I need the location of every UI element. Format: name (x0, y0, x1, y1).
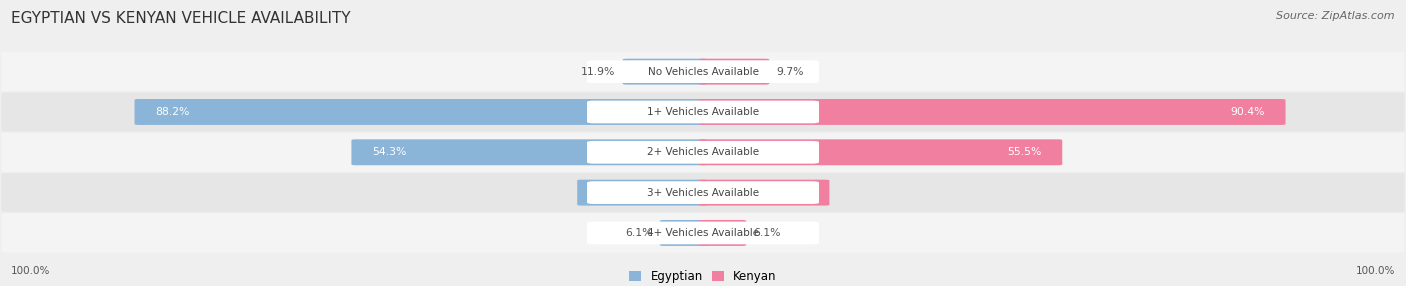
Text: 3+ Vehicles Available: 3+ Vehicles Available (647, 188, 759, 198)
FancyBboxPatch shape (1, 213, 1405, 253)
Text: Source: ZipAtlas.com: Source: ZipAtlas.com (1277, 11, 1395, 21)
FancyBboxPatch shape (623, 59, 707, 85)
Text: 88.2%: 88.2% (156, 107, 190, 117)
FancyBboxPatch shape (588, 222, 818, 244)
FancyBboxPatch shape (588, 101, 818, 123)
FancyBboxPatch shape (1, 173, 1405, 212)
Text: No Vehicles Available: No Vehicles Available (648, 67, 758, 77)
Text: 4+ Vehicles Available: 4+ Vehicles Available (647, 228, 759, 238)
FancyBboxPatch shape (1, 52, 1405, 91)
Text: 11.9%: 11.9% (581, 67, 616, 77)
FancyBboxPatch shape (659, 220, 707, 246)
Text: 55.5%: 55.5% (1007, 147, 1042, 157)
Text: 54.3%: 54.3% (373, 147, 406, 157)
FancyBboxPatch shape (699, 180, 830, 206)
FancyBboxPatch shape (352, 139, 707, 165)
Text: 1+ Vehicles Available: 1+ Vehicles Available (647, 107, 759, 117)
Text: 6.1%: 6.1% (626, 228, 652, 238)
FancyBboxPatch shape (699, 99, 1285, 125)
FancyBboxPatch shape (699, 59, 769, 85)
Text: 100.0%: 100.0% (11, 266, 51, 276)
Text: 19.0%: 19.0% (599, 188, 633, 198)
Legend: Egyptian, Kenyan: Egyptian, Kenyan (628, 270, 778, 283)
FancyBboxPatch shape (699, 139, 1063, 165)
Text: 6.1%: 6.1% (754, 228, 780, 238)
Text: EGYPTIAN VS KENYAN VEHICLE AVAILABILITY: EGYPTIAN VS KENYAN VEHICLE AVAILABILITY (11, 11, 352, 26)
FancyBboxPatch shape (1, 133, 1405, 172)
FancyBboxPatch shape (578, 180, 707, 206)
Text: 2+ Vehicles Available: 2+ Vehicles Available (647, 147, 759, 157)
Text: 19.1%: 19.1% (773, 188, 808, 198)
FancyBboxPatch shape (588, 141, 818, 164)
FancyBboxPatch shape (699, 220, 747, 246)
Text: 90.4%: 90.4% (1230, 107, 1264, 117)
Text: 100.0%: 100.0% (1355, 266, 1395, 276)
FancyBboxPatch shape (135, 99, 707, 125)
FancyBboxPatch shape (588, 60, 818, 83)
FancyBboxPatch shape (1, 92, 1405, 132)
FancyBboxPatch shape (588, 181, 818, 204)
Text: 9.7%: 9.7% (776, 67, 804, 77)
